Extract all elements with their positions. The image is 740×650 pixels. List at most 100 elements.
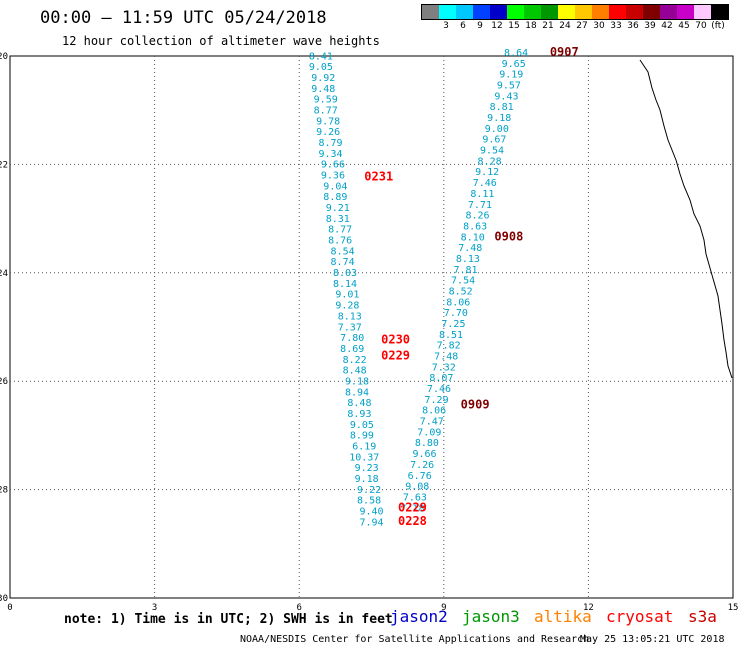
- colorbar-swatch: [473, 5, 490, 19]
- colorbar-swatch: [609, 5, 626, 19]
- wave-height-label: 7.82: [437, 341, 461, 352]
- wave-height-label: 7.26: [410, 460, 434, 471]
- wave-height-label: 7.70: [444, 308, 468, 319]
- wave-height-label: 6.19: [352, 441, 376, 452]
- wave-height-label: 8.63: [463, 221, 487, 232]
- wave-height-label: 9.18: [355, 474, 379, 485]
- wave-height-label: 7.81: [453, 265, 477, 276]
- wave-height-label: 8.06: [446, 297, 470, 308]
- wave-height-label: 8.79: [318, 138, 342, 149]
- footer-note: note: 1) Time is in UTC; 2) SWH is in fe…: [64, 612, 393, 627]
- colorbar-swatch: [422, 5, 439, 19]
- wave-height-label: 7.37: [338, 322, 362, 333]
- colorbar-swatch: [575, 5, 592, 19]
- wave-height-label: 9.48: [311, 84, 335, 95]
- wave-height-label: 8.94: [345, 387, 369, 398]
- wave-height-label: 8.28: [478, 156, 502, 167]
- x-tick-label: 15: [728, 603, 739, 613]
- wave-height-label: 7.47: [420, 417, 444, 428]
- colorbar-label: 36: [627, 21, 639, 31]
- wave-height-label: 8.93: [347, 409, 371, 420]
- wave-height-label: 9.23: [355, 463, 379, 474]
- map-title: 00:00 — 11:59 UTC 05/24/2018: [40, 8, 327, 28]
- wave-height-label: 8.74: [331, 257, 355, 268]
- wave-height-label: 9.67: [482, 135, 506, 146]
- wave-height-label: 8.80: [415, 438, 439, 449]
- wave-height-label: 8.77: [328, 225, 352, 236]
- wave-height-label: 7.32: [432, 362, 456, 373]
- colorbar-swatch: [677, 5, 694, 19]
- wave-height-label: 8.51: [439, 330, 463, 341]
- wave-height-label: 8.89: [323, 192, 347, 203]
- pass-label: 0907: [550, 45, 579, 59]
- wave-height-label: 9.00: [485, 124, 509, 135]
- colorbar-swatch: [490, 5, 507, 19]
- wave-height-label: 7.54: [451, 276, 475, 287]
- wave-height-label: 8.26: [465, 211, 489, 222]
- colorbar-label: 33: [610, 21, 622, 31]
- colorbar-swatch: [592, 5, 609, 19]
- wave-height-label: 9.05: [350, 420, 374, 431]
- wave-height-label: 8.06: [422, 406, 446, 417]
- credit-text: NOAA/NESDIS Center for Satellite Applica…: [240, 634, 590, 645]
- y-tick-label: -26: [0, 377, 8, 387]
- colorbar-label: 39: [644, 21, 656, 31]
- y-tick-label: -30: [0, 594, 8, 604]
- colorbar-swatch: [541, 5, 558, 19]
- colorbar-label: 9: [477, 21, 483, 31]
- wave-height-label: 9.18: [487, 113, 511, 124]
- wave-height-label: 8.48: [343, 366, 367, 377]
- colorbar-swatch: [694, 5, 711, 19]
- wave-height-label: 8.99: [350, 431, 374, 442]
- y-tick-label: -20: [0, 52, 8, 62]
- wave-height-label: 9.92: [311, 73, 335, 84]
- y-tick-label: -24: [0, 269, 8, 279]
- wave-height-label: 9.78: [316, 116, 340, 127]
- colorbar-label: (ft): [711, 21, 725, 31]
- wave-height-label: 8.77: [314, 105, 338, 116]
- coastline: [639, 59, 733, 379]
- y-tick-label: -28: [0, 486, 8, 496]
- wave-height-label: 8.22: [343, 355, 367, 366]
- pass-label: 0229: [398, 500, 427, 514]
- wave-height-label: 8.41: [309, 51, 333, 62]
- colorbar-swatch: [711, 5, 728, 19]
- wave-height-label: 9.08: [405, 482, 429, 493]
- satellite-legend-item: altika: [534, 607, 592, 626]
- colorbar-label: 45: [678, 21, 690, 31]
- wave-height-label: 7.63: [403, 492, 427, 503]
- colorbar-swatch: [643, 5, 660, 19]
- colorbar-label: 6: [460, 21, 466, 31]
- wave-height-label: 9.05: [309, 62, 333, 73]
- pass-label: 0908: [494, 229, 523, 243]
- wave-height-label: 9.66: [321, 160, 345, 171]
- wave-height-label: 8.48: [347, 398, 371, 409]
- colorbar-label: 18: [525, 21, 537, 31]
- y-tick-label: -22: [0, 160, 8, 170]
- wave-height-label: 8.13: [338, 311, 362, 322]
- wave-height-label: 9.28: [335, 301, 359, 312]
- wave-height-label: 8.13: [456, 254, 480, 265]
- colorbar-label: 70: [695, 21, 707, 31]
- satellite-legend-item: s3a: [688, 607, 717, 626]
- pass-label: 0228: [398, 514, 427, 528]
- wave-height-label: 7.18: [400, 503, 424, 514]
- wave-height-label: 7.94: [359, 517, 383, 528]
- satellite-legend-item: cryosat: [606, 607, 674, 626]
- colorbar-swatch: [439, 5, 456, 19]
- wave-height-label: 9.19: [499, 70, 523, 81]
- satellite-legend-item: jason2: [390, 607, 448, 626]
- wave-height-label: 9.18: [345, 376, 369, 387]
- wave-height-label: 9.04: [323, 181, 347, 192]
- wave-height-label: 9.66: [412, 449, 436, 460]
- wave-height-label: 7.46: [473, 178, 497, 189]
- wave-height-label: 9.12: [475, 167, 499, 178]
- pass-label: 0909: [461, 397, 490, 411]
- wave-height-label: 7.80: [340, 333, 364, 344]
- wave-height-label: 7.48: [434, 352, 458, 363]
- wave-height-label: 9.43: [494, 91, 518, 102]
- wave-height-label: 9.01: [335, 290, 359, 301]
- x-tick-label: 3: [152, 603, 157, 613]
- wave-height-label: 9.21: [326, 203, 350, 214]
- pass-label: 0230: [381, 332, 410, 346]
